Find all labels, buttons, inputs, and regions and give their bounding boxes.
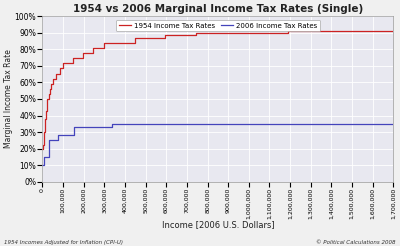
2006 Income Tax Rates	[42, 164, 46, 167]
1954 Income Tax Rates	[46, 97, 51, 100]
1954 Income Tax Rates	[44, 109, 49, 112]
1954 Income Tax Rates	[163, 36, 168, 39]
1954 Income Tax Rates	[42, 137, 47, 140]
2006 Income Tax Rates	[42, 155, 46, 158]
2006 Income Tax Rates	[72, 126, 77, 129]
2006 Income Tax Rates	[46, 139, 51, 142]
1954 Income Tax Rates	[41, 144, 46, 147]
2006 Income Tax Rates	[46, 155, 51, 158]
1954 Income Tax Rates	[194, 33, 198, 36]
1954 Income Tax Rates	[40, 147, 45, 150]
1954 Income Tax Rates	[132, 36, 137, 39]
Line: 2006 Income Tax Rates: 2006 Income Tax Rates	[42, 124, 393, 165]
2006 Income Tax Rates	[40, 164, 45, 167]
1954 Income Tax Rates	[47, 88, 52, 91]
1954 Income Tax Rates	[44, 117, 48, 120]
1954 Income Tax Rates	[47, 92, 52, 95]
1954 Income Tax Rates	[42, 124, 47, 127]
1954 Income Tax Rates	[101, 41, 106, 44]
2006 Income Tax Rates	[55, 134, 60, 137]
Title: 1954 vs 2006 Marginal Income Tax Rates (Single): 1954 vs 2006 Marginal Income Tax Rates (…	[73, 4, 363, 14]
Text: 1954 Incomes Adjusted for Inflation (CPI-U): 1954 Incomes Adjusted for Inflation (CPI…	[4, 240, 123, 245]
1954 Income Tax Rates	[391, 30, 396, 33]
1954 Income Tax Rates	[44, 103, 49, 106]
2006 Income Tax Rates	[391, 122, 396, 125]
2006 Income Tax Rates	[391, 122, 396, 125]
1954 Income Tax Rates	[132, 41, 137, 44]
1954 Income Tax Rates	[43, 124, 48, 127]
1954 Income Tax Rates	[61, 66, 66, 69]
1954 Income Tax Rates	[90, 46, 95, 49]
2006 Income Tax Rates	[110, 126, 114, 129]
Legend: 1954 Income Tax Rates, 2006 Income Tax Rates: 1954 Income Tax Rates, 2006 Income Tax R…	[116, 20, 320, 31]
1954 Income Tax Rates	[44, 109, 48, 112]
1954 Income Tax Rates	[46, 92, 51, 95]
1954 Income Tax Rates	[51, 83, 56, 86]
1954 Income Tax Rates	[61, 61, 66, 64]
1954 Income Tax Rates	[54, 78, 58, 81]
1954 Income Tax Rates	[51, 78, 56, 81]
1954 Income Tax Rates	[286, 30, 290, 33]
1954 Income Tax Rates	[42, 131, 47, 134]
1954 Income Tax Rates	[286, 31, 290, 34]
1954 Income Tax Rates	[71, 61, 76, 64]
1954 Income Tax Rates	[54, 73, 58, 76]
1954 Income Tax Rates	[49, 88, 54, 91]
1954 Income Tax Rates	[45, 103, 50, 106]
1954 Income Tax Rates	[80, 51, 85, 54]
2006 Income Tax Rates	[110, 122, 114, 125]
1954 Income Tax Rates	[45, 97, 50, 100]
1954 Income Tax Rates	[57, 73, 62, 76]
1954 Income Tax Rates	[163, 33, 168, 36]
1954 Income Tax Rates	[194, 31, 198, 34]
1954 Income Tax Rates	[391, 30, 396, 33]
2006 Income Tax Rates	[72, 134, 77, 137]
1954 Income Tax Rates	[43, 117, 48, 120]
1954 Income Tax Rates	[101, 46, 106, 49]
Y-axis label: Marginal Income Tax Rate: Marginal Income Tax Rate	[4, 49, 13, 148]
1954 Income Tax Rates	[80, 56, 85, 59]
1954 Income Tax Rates	[41, 137, 46, 140]
1954 Income Tax Rates	[71, 56, 76, 59]
Line: 1954 Income Tax Rates: 1954 Income Tax Rates	[42, 31, 393, 149]
Text: © Political Calculations 2008: © Political Calculations 2008	[316, 240, 396, 245]
X-axis label: Income [2006 U.S. Dollars]: Income [2006 U.S. Dollars]	[162, 220, 274, 230]
1954 Income Tax Rates	[90, 51, 95, 54]
1954 Income Tax Rates	[49, 83, 54, 86]
2006 Income Tax Rates	[55, 139, 60, 142]
1954 Income Tax Rates	[42, 131, 47, 134]
1954 Income Tax Rates	[41, 147, 46, 150]
1954 Income Tax Rates	[57, 66, 62, 69]
1954 Income Tax Rates	[41, 144, 46, 147]
